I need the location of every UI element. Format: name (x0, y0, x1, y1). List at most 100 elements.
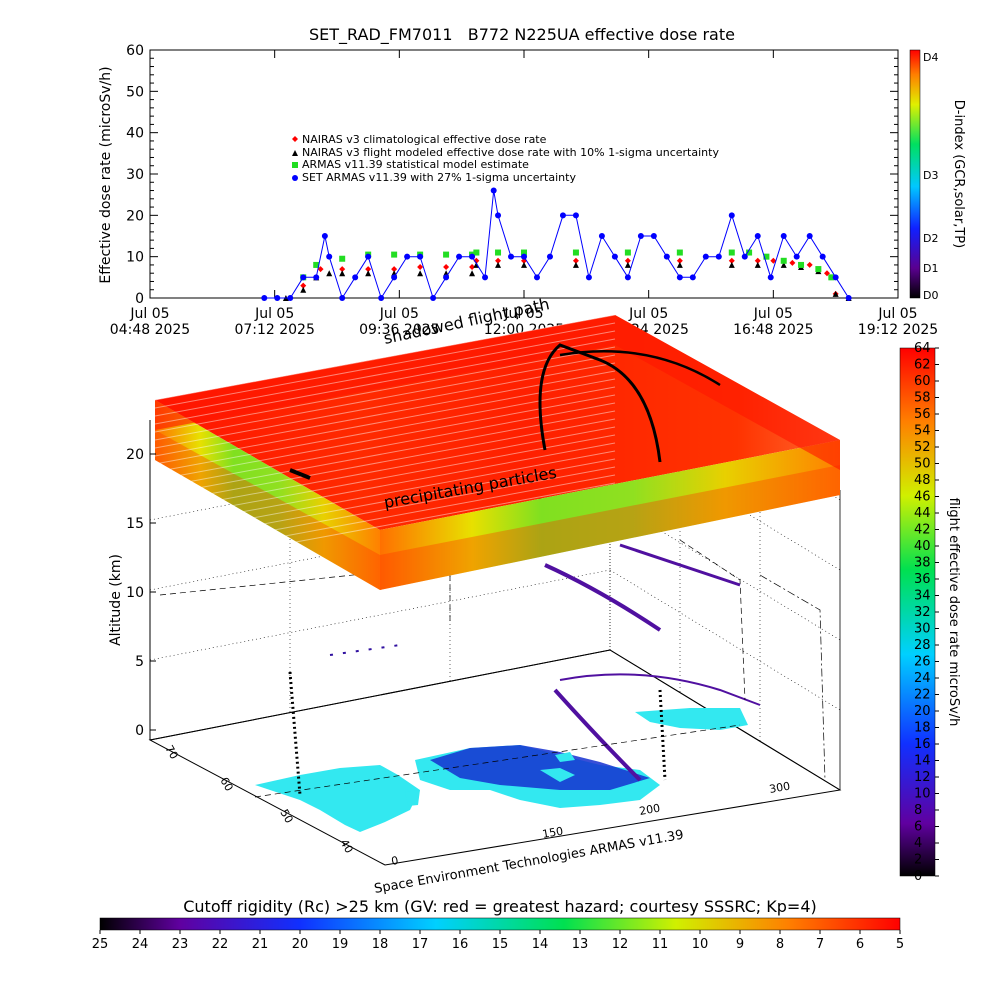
dose-tick-label: 42 (914, 523, 931, 538)
data-point (780, 261, 787, 268)
data-point (469, 264, 476, 270)
dose-tick-label: 46 (914, 490, 931, 505)
data-point (819, 253, 826, 260)
top-x-tick-line1: Jul 05 (628, 306, 668, 322)
data-point (443, 251, 450, 258)
data-point (624, 249, 631, 256)
data-point (728, 249, 735, 256)
legend-marker-set-armas (292, 175, 298, 181)
data-point (572, 212, 579, 219)
data-point (378, 295, 385, 301)
data-point (365, 253, 372, 260)
dose-tick-label: 62 (914, 358, 931, 373)
longitude-tick-label: 150 (541, 825, 564, 841)
dose-tick-label: 24 (914, 671, 931, 686)
legend-label-nairas-flight: NAIRAS v3 flight modeled effective dose … (302, 146, 719, 159)
altitude-tick-label: 5 (135, 654, 144, 670)
rc-tick-label: 18 (372, 937, 389, 952)
top-y-tick-label: 20 (126, 208, 144, 224)
data-point (793, 253, 800, 260)
data-point (715, 253, 722, 260)
data-point (417, 264, 424, 270)
data-point (728, 212, 735, 219)
altitude-tick-label: 0 (135, 723, 144, 739)
rc-colorbar-title: Cutoff rigidity (Rc) >25 km (GV: red = g… (183, 897, 817, 916)
dose-tick-label: 32 (914, 605, 931, 620)
data-point (404, 253, 411, 260)
top-x-tick-line1: Jul 05 (503, 306, 543, 322)
data-point (663, 253, 670, 260)
data-point (676, 261, 683, 268)
d-index-tick-d0: D0 (923, 289, 938, 302)
data-point (624, 257, 631, 264)
rc-tick-label: 12 (612, 937, 629, 952)
data-point (443, 264, 450, 270)
rc-tick-label: 15 (492, 937, 509, 952)
data-point (650, 233, 657, 239)
data-point (763, 253, 770, 260)
data-point (780, 233, 787, 239)
data-point (313, 274, 320, 281)
dose-tick-label: 40 (914, 539, 931, 554)
data-point (287, 295, 294, 301)
data-point (352, 274, 359, 281)
rc-tick-label: 19 (332, 937, 349, 952)
data-point (832, 290, 839, 297)
data-point (430, 295, 437, 301)
data-point (815, 266, 822, 273)
dose-tick-label: 6 (914, 820, 922, 835)
data-point (391, 251, 398, 258)
data-point (806, 261, 813, 268)
data-point (798, 261, 805, 268)
dose-tick-label: 28 (914, 638, 931, 653)
data-point (789, 259, 796, 266)
rc-tick-label: 24 (132, 937, 149, 952)
dose-tick-label: 26 (914, 655, 931, 670)
legend-label-nairas-clim: NAIRAS v3 climatological effective dose … (302, 133, 547, 146)
longitude-tick-label: 300 (768, 780, 791, 796)
data-point (469, 270, 476, 277)
data-point (676, 274, 683, 281)
dose-colorbar (899, 347, 936, 877)
data-point (637, 233, 644, 239)
rc-colorbar-ticks: 25 24 23 22 21 20 19 18 17 16 15 14 13 12 11 10 9 8 7 6 5 (92, 930, 904, 952)
dose-tick-label: 52 (914, 440, 931, 455)
data-point (676, 257, 683, 264)
top-chart-title: SET_RAD_FM7011 B772 N225UA effective dos… (309, 25, 735, 45)
data-point (572, 257, 579, 264)
data-point (274, 295, 281, 301)
data-point (300, 286, 307, 293)
altitude-tick-label: 15 (126, 516, 144, 532)
data-point (473, 249, 480, 256)
data-point (339, 295, 346, 301)
d-index-tick-d2: D2 (923, 232, 938, 245)
data-point (624, 274, 631, 281)
rc-tick-label: 25 (92, 937, 109, 952)
data-point (495, 249, 502, 256)
data-point (391, 274, 398, 281)
data-point (469, 253, 476, 260)
top-y-tick-label: 60 (126, 43, 144, 59)
data-point (728, 257, 735, 264)
rc-tick-label: 23 (172, 937, 189, 952)
data-point (746, 249, 753, 256)
top-x-tick-line2: 16:48 2025 (733, 322, 813, 338)
dose-tick-label: 56 (914, 407, 931, 422)
d-index-tick-d4: D4 (923, 51, 938, 64)
dose-rate-surface (154, 314, 840, 590)
data-point (417, 253, 424, 260)
dose-tick-label: 20 (914, 704, 931, 719)
top-x-tick-line1: Jul 05 (753, 306, 793, 322)
data-point (828, 274, 835, 281)
data-point (495, 212, 502, 219)
top-x-tick-line2: 07:12 2025 (234, 322, 314, 338)
data-point (702, 253, 709, 260)
rc-tick-label: 20 (292, 937, 309, 952)
data-point (473, 257, 480, 264)
dose-tick-label: 0 (914, 869, 922, 884)
top-legend: NAIRAS v3 climatological effective dose … (292, 133, 719, 184)
rc-tick-label: 21 (252, 937, 269, 952)
data-point (417, 270, 424, 277)
data-point (456, 253, 463, 260)
